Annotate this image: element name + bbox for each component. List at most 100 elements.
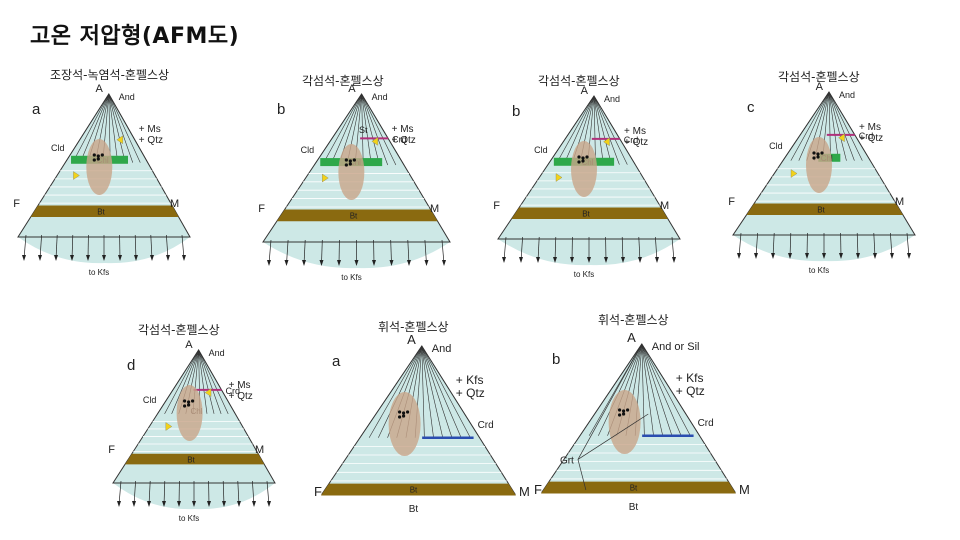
kfs-arrowhead xyxy=(284,260,289,266)
kfs-arrowhead xyxy=(856,253,860,259)
kfs-arrowhead xyxy=(771,253,775,259)
composition-ellipse xyxy=(338,144,365,200)
tie-line xyxy=(198,349,229,414)
kfs-arrowhead xyxy=(519,257,523,263)
tie-line xyxy=(421,345,453,438)
assemblage-label: + Qtz xyxy=(859,133,883,144)
kfs-arrowhead xyxy=(222,501,226,507)
tie-line xyxy=(828,91,863,161)
grt-label: Grt xyxy=(560,455,574,466)
kfs-arrowhead xyxy=(118,255,122,261)
tie-line xyxy=(828,91,831,161)
facies-label-6: 휘석-혼펠스상 xyxy=(378,320,449,334)
tie-line xyxy=(782,91,830,161)
crd-label: Crd xyxy=(478,420,494,431)
f-label: F xyxy=(493,200,500,212)
tie-line xyxy=(361,93,397,166)
composition-ellipse xyxy=(388,392,421,456)
tie-line xyxy=(593,95,604,165)
tie-line xyxy=(198,349,222,414)
assemblage-label: + Qtz xyxy=(456,386,485,400)
and-label: And xyxy=(432,343,452,355)
f-label: F xyxy=(534,482,542,497)
rock-sample-dot xyxy=(398,415,402,419)
composition-ellipse xyxy=(571,141,597,197)
rock-sample-dot xyxy=(183,399,187,403)
rock-sample-dot xyxy=(618,413,622,417)
rock-sample-dot xyxy=(100,153,104,157)
kfs-arrowhead xyxy=(655,257,659,263)
panel-letter: a xyxy=(32,101,41,118)
page-title: 고온 저압형(AFM도) xyxy=(30,24,240,49)
rock-sample-dot xyxy=(577,160,581,164)
panel-letter: c xyxy=(747,99,755,116)
kfs-arrowhead xyxy=(134,255,138,261)
biotite-band xyxy=(30,205,179,217)
m-label: M xyxy=(519,484,530,499)
tie-line xyxy=(421,345,425,438)
reaction-arrow xyxy=(790,169,798,178)
rock-sample-dot xyxy=(820,151,824,155)
biotite-band xyxy=(321,483,516,496)
f-label: F xyxy=(258,203,265,215)
kfs-label: to Kfs xyxy=(89,268,109,277)
bt-label: Bt xyxy=(582,210,590,219)
apex-a-label: A xyxy=(581,85,589,97)
grt-tie xyxy=(577,413,649,460)
facies-label-3: 각섬석-혼펠스상 xyxy=(538,74,620,88)
tie-line xyxy=(593,95,596,165)
tie-line xyxy=(361,93,380,166)
tie-line xyxy=(593,95,612,165)
tie-line xyxy=(198,349,236,414)
kfs-arrowhead xyxy=(319,260,324,266)
kfs-arrowhead xyxy=(822,253,826,259)
composition-ellipse xyxy=(608,390,641,454)
tie-line xyxy=(108,93,134,163)
cld-label: Cld xyxy=(769,141,783,151)
kfs-arrowhead xyxy=(302,260,306,266)
assemblage-label: + Qtz xyxy=(229,391,253,402)
reaction-arrow xyxy=(838,133,845,143)
m-label: M xyxy=(739,482,750,497)
biotite-band xyxy=(276,209,438,222)
crd-label: Crd xyxy=(624,135,639,145)
cld-label: Cld xyxy=(301,145,315,155)
tie-line xyxy=(378,345,423,438)
kfs-arrowhead xyxy=(38,255,42,261)
assemblage-label: + Qtz xyxy=(624,137,648,148)
tie-line xyxy=(421,345,471,438)
reaction-arrow xyxy=(116,135,123,145)
rock-sample-dot xyxy=(622,409,626,413)
kfs-arrowhead xyxy=(182,255,186,261)
kfs-arrowhead xyxy=(162,501,166,507)
kfs-arrowhead xyxy=(54,255,58,261)
kfs-arrowhead xyxy=(150,255,154,261)
reaction-arrow xyxy=(204,388,212,397)
kfs-arrowhead xyxy=(354,260,359,266)
tie-line xyxy=(171,349,199,414)
rock-sample-dot xyxy=(92,153,96,157)
panel-letter: b xyxy=(552,351,560,368)
tie-line xyxy=(547,95,595,165)
crd-label: Crd xyxy=(698,418,714,429)
tie-line xyxy=(330,93,362,166)
rock-sample-dot xyxy=(816,152,820,156)
kfs-arrowhead xyxy=(70,255,74,261)
apex-a-label: A xyxy=(627,330,636,345)
kfs-arrowhead xyxy=(890,253,894,259)
kfs-label: to Kfs xyxy=(809,266,829,275)
and-label: And or Sil xyxy=(652,341,700,353)
cld-label: Cld xyxy=(51,143,65,153)
tie-line xyxy=(641,343,645,436)
composition-ellipse xyxy=(176,385,203,441)
rock-sample-dot xyxy=(344,158,348,162)
kfs-arrowhead xyxy=(389,260,394,266)
kfs-arrowhead xyxy=(207,501,211,507)
assemblage-label: + Qtz xyxy=(676,384,705,398)
tie-line xyxy=(198,349,208,414)
rock-sample-dot xyxy=(816,155,820,159)
crd-label: Crd xyxy=(392,134,407,144)
